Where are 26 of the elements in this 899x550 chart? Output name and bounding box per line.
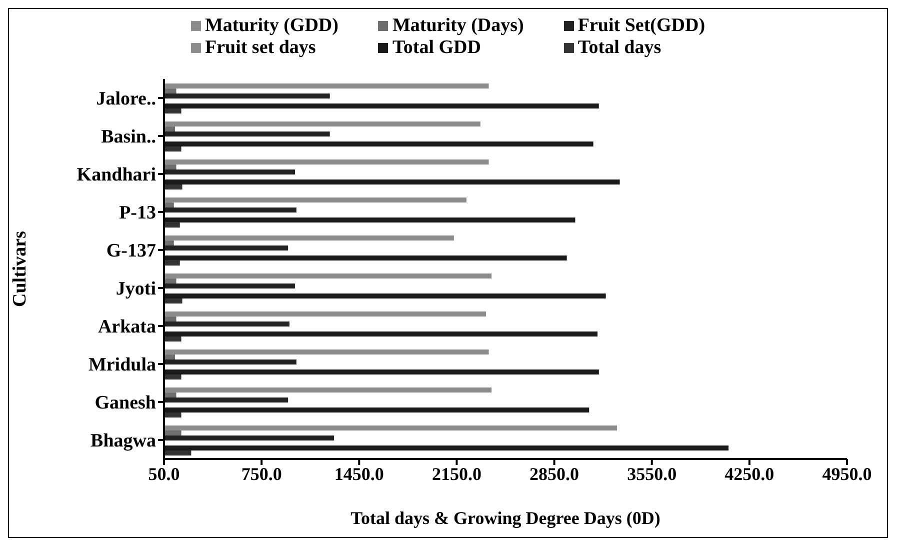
x-tick-label: 2850.0 (530, 464, 580, 484)
x-tick-label: 50.0 (148, 464, 180, 484)
y-tick-label: Mridula (88, 354, 156, 376)
y-tick-label: P-13 (119, 202, 156, 224)
x-tick-label: 1450.0 (334, 464, 384, 484)
y-tick-label: Basin.. (101, 126, 156, 148)
y-tick-label: Arkata (98, 316, 156, 338)
x-tick-label: 4950.0 (822, 464, 872, 484)
x-axis-title: Total days & Growing Degree Days (0D) (350, 508, 660, 528)
legend-label: Fruit set days (204, 37, 316, 59)
y-axis-title: Cultivars (10, 231, 31, 307)
y-tick-label: Ganesh (94, 392, 156, 414)
x-tick-label: 4250.0 (724, 464, 774, 484)
x-tick-label: 3550.0 (627, 464, 677, 484)
legend-label: Fruit Set(GDD) (578, 15, 706, 37)
y-tick-label: G-137 (106, 240, 156, 262)
legend-label: Maturity (GDD) (204, 15, 338, 37)
y-tick-label: Jalore.. (96, 88, 156, 110)
y-tick-label: Bhagwa (90, 430, 156, 452)
x-tick-label: 2150.0 (432, 464, 482, 484)
legend-label: Total days (578, 37, 662, 59)
x-tick-label: 750.0 (241, 464, 282, 484)
legend-label: Maturity (Days) (392, 15, 524, 37)
legend-label: Total GDD (392, 37, 481, 59)
y-tick-label: Jyoti (116, 278, 156, 300)
y-tick-label: Kandhari (76, 164, 156, 186)
